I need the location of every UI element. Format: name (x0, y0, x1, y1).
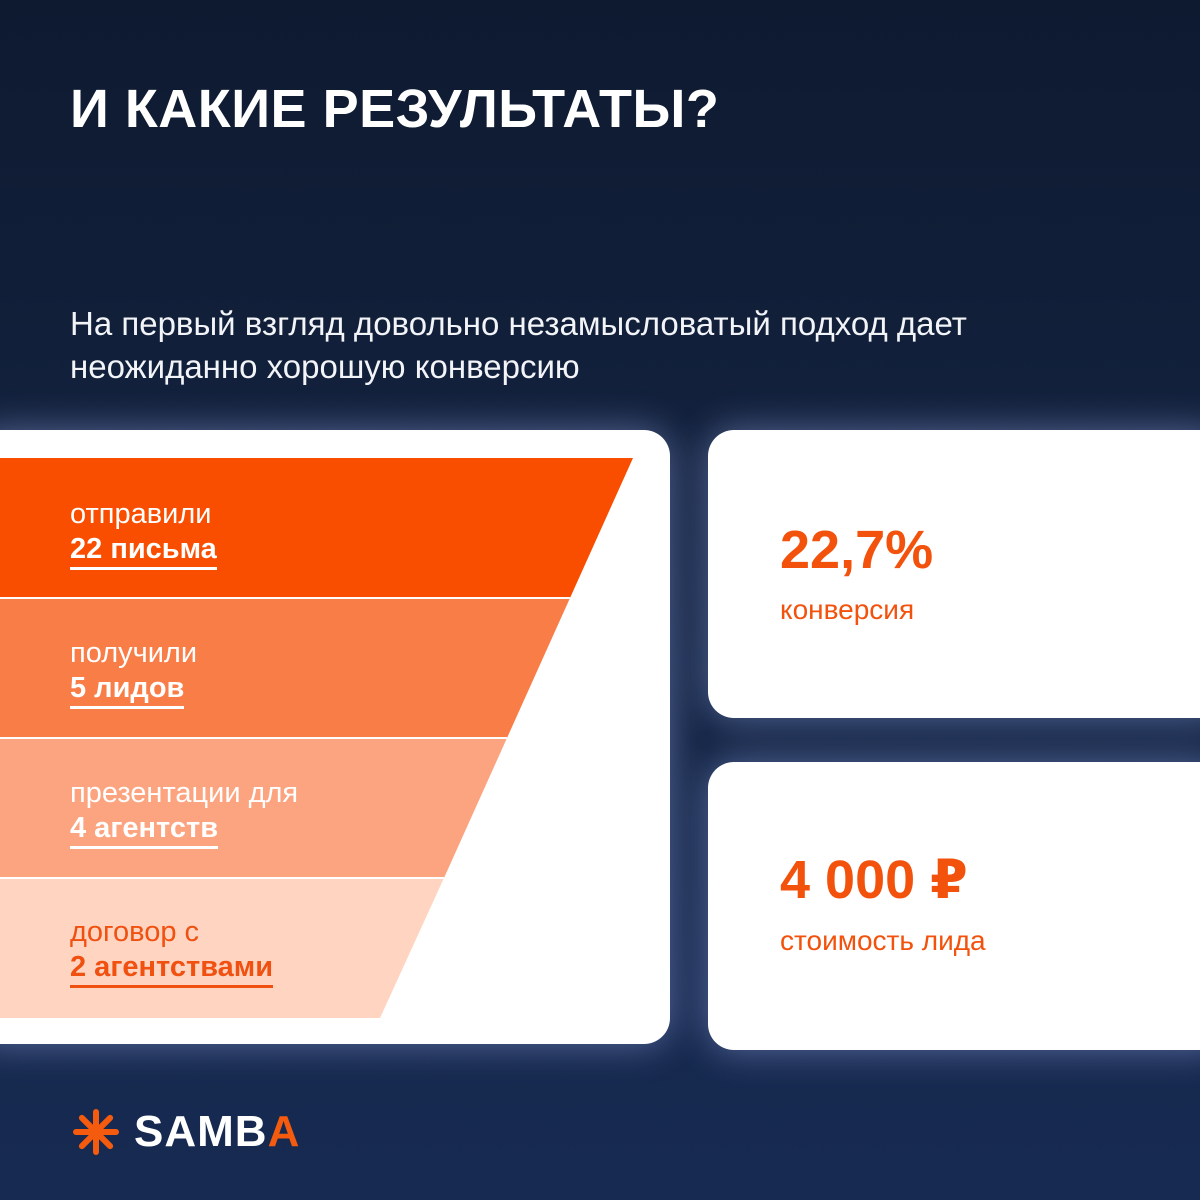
lead-cost-value: 4 000 ₽ (780, 850, 968, 910)
funnel-band-leads (0, 598, 570, 738)
page-subtitle: На первый взгляд довольно незамысловатый… (70, 305, 967, 385)
funnel-stage-label: договор с (70, 916, 200, 948)
lead-cost-label: стоимость лида (780, 925, 986, 956)
funnel-stage-presentations: презентации для 4 агентств (70, 775, 298, 849)
funnel-stage-value: 2 агентствами (70, 950, 274, 988)
funnel-stage-label: отправили (70, 498, 212, 530)
funnel-band-presentations (0, 738, 507, 878)
funnel-stage-value: 5 лидов (70, 671, 185, 709)
brand-name-main: SAMB (134, 1107, 268, 1156)
funnel-stage-contracts: договор с 2 агентствами (70, 914, 274, 988)
funnel-stage-label: презентации для (70, 777, 299, 809)
funnel-stage-value: 4 агентств (70, 811, 219, 849)
funnel-stage-value: 22 письма (70, 532, 217, 570)
brand-name: SAMBA (134, 1108, 300, 1156)
asterisk-logo-icon (73, 1109, 119, 1155)
funnel-band-sent (0, 458, 633, 598)
conversion-card: 22,7% конверсия (708, 430, 1200, 718)
conversion-label: конверсия (780, 594, 915, 625)
lead-cost-card: 4 000 ₽ стоимость лида (708, 762, 1200, 1050)
funnel-card: отправили 22 письма получили 5 лидов пре… (0, 430, 670, 1044)
funnel-graphic (0, 458, 633, 1018)
page-title: И КАКИЕ РЕЗУЛЬТАТЫ? (70, 79, 720, 139)
brand-logo: SAMBA (72, 1108, 300, 1156)
funnel-stage-label: получили (70, 637, 198, 669)
funnel-stage-sent: отправили 22 письма (70, 496, 217, 570)
funnel-band-contracts (0, 878, 444, 1018)
brand-name-accent: A (267, 1107, 301, 1156)
conversion-value: 22,7% (780, 520, 934, 580)
funnel-stage-leads: получили 5 лидов (70, 635, 197, 709)
